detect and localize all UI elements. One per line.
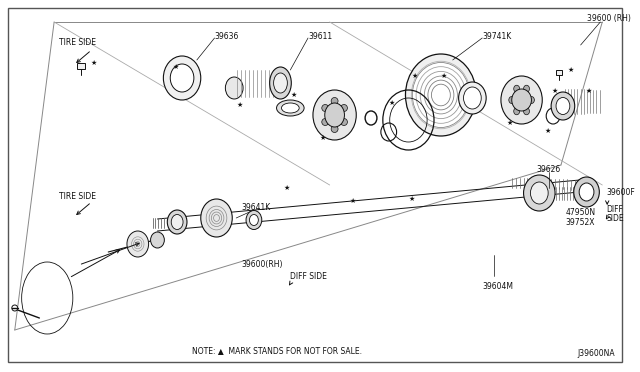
- Ellipse shape: [556, 97, 570, 115]
- Text: ★: ★: [236, 102, 243, 108]
- Polygon shape: [553, 34, 565, 70]
- Text: ★: ★: [568, 67, 574, 73]
- Text: 39600(RH): 39600(RH): [241, 260, 283, 269]
- Ellipse shape: [276, 100, 304, 116]
- Text: SIDE: SIDE: [606, 214, 624, 223]
- Ellipse shape: [579, 183, 594, 201]
- Polygon shape: [157, 179, 591, 231]
- Text: ★: ★: [586, 88, 592, 94]
- Text: 39600F: 39600F: [606, 188, 635, 197]
- Polygon shape: [563, 88, 602, 118]
- Text: ★: ★: [320, 135, 326, 141]
- Ellipse shape: [509, 96, 515, 103]
- Text: ★: ★: [349, 198, 356, 204]
- Ellipse shape: [514, 85, 520, 92]
- Text: 39600 (RH): 39600 (RH): [586, 14, 630, 23]
- Text: J39600NA: J39600NA: [577, 349, 615, 358]
- Ellipse shape: [163, 56, 201, 100]
- Polygon shape: [74, 20, 88, 63]
- Ellipse shape: [331, 125, 338, 132]
- Text: 39636: 39636: [214, 32, 239, 41]
- Ellipse shape: [459, 82, 486, 114]
- Ellipse shape: [529, 96, 534, 103]
- Ellipse shape: [463, 87, 481, 109]
- Ellipse shape: [269, 67, 291, 99]
- Text: ★: ★: [284, 185, 290, 191]
- Ellipse shape: [167, 210, 187, 234]
- Ellipse shape: [524, 108, 529, 115]
- Ellipse shape: [172, 215, 183, 230]
- Text: ★: ★: [441, 73, 447, 79]
- Text: ★: ★: [388, 100, 395, 106]
- Text: ★: ★: [544, 128, 550, 134]
- Text: ★: ★: [291, 92, 296, 98]
- Text: 39741K: 39741K: [482, 32, 511, 41]
- Text: DIFF: DIFF: [606, 205, 623, 214]
- Ellipse shape: [322, 105, 329, 112]
- Bar: [556, 70, 562, 75]
- Text: DIFF SIDE: DIFF SIDE: [291, 272, 327, 281]
- Text: ★: ★: [412, 73, 418, 79]
- Ellipse shape: [12, 305, 18, 311]
- Text: 39604M: 39604M: [482, 282, 513, 291]
- Text: 39752X: 39752X: [566, 218, 595, 227]
- Ellipse shape: [512, 89, 531, 111]
- Text: NOTE: ▲  MARK STANDS FOR NOT FOR SALE.: NOTE: ▲ MARK STANDS FOR NOT FOR SALE.: [192, 346, 362, 355]
- Ellipse shape: [340, 119, 348, 125]
- Ellipse shape: [524, 85, 529, 92]
- Bar: [77, 63, 84, 69]
- Ellipse shape: [331, 97, 338, 105]
- Ellipse shape: [531, 182, 548, 204]
- Ellipse shape: [501, 76, 542, 124]
- Polygon shape: [234, 68, 276, 98]
- Ellipse shape: [313, 90, 356, 140]
- Ellipse shape: [340, 105, 348, 112]
- Ellipse shape: [273, 73, 287, 93]
- Ellipse shape: [246, 211, 262, 230]
- Ellipse shape: [514, 108, 520, 115]
- Ellipse shape: [201, 199, 232, 237]
- Ellipse shape: [551, 92, 575, 120]
- Ellipse shape: [282, 103, 299, 113]
- Text: 39641K: 39641K: [241, 203, 270, 212]
- Text: ★: ★: [551, 88, 557, 94]
- Ellipse shape: [322, 119, 329, 125]
- Ellipse shape: [573, 177, 599, 207]
- Text: 47950N: 47950N: [566, 208, 596, 217]
- Ellipse shape: [127, 231, 148, 257]
- Ellipse shape: [412, 62, 469, 128]
- Ellipse shape: [524, 175, 555, 211]
- Text: ★: ★: [172, 64, 179, 70]
- Text: TIRE SIDE: TIRE SIDE: [59, 38, 96, 47]
- Text: 39611: 39611: [308, 32, 332, 41]
- Text: ★: ★: [408, 196, 415, 202]
- Text: 39626: 39626: [536, 165, 561, 174]
- Ellipse shape: [250, 215, 259, 225]
- Ellipse shape: [406, 54, 476, 136]
- Text: ★: ★: [507, 120, 513, 126]
- Ellipse shape: [225, 77, 243, 99]
- Text: ★: ★: [90, 60, 97, 66]
- Ellipse shape: [150, 232, 164, 248]
- Ellipse shape: [170, 64, 194, 92]
- Text: TIRE SIDE: TIRE SIDE: [59, 192, 96, 201]
- Ellipse shape: [324, 103, 344, 127]
